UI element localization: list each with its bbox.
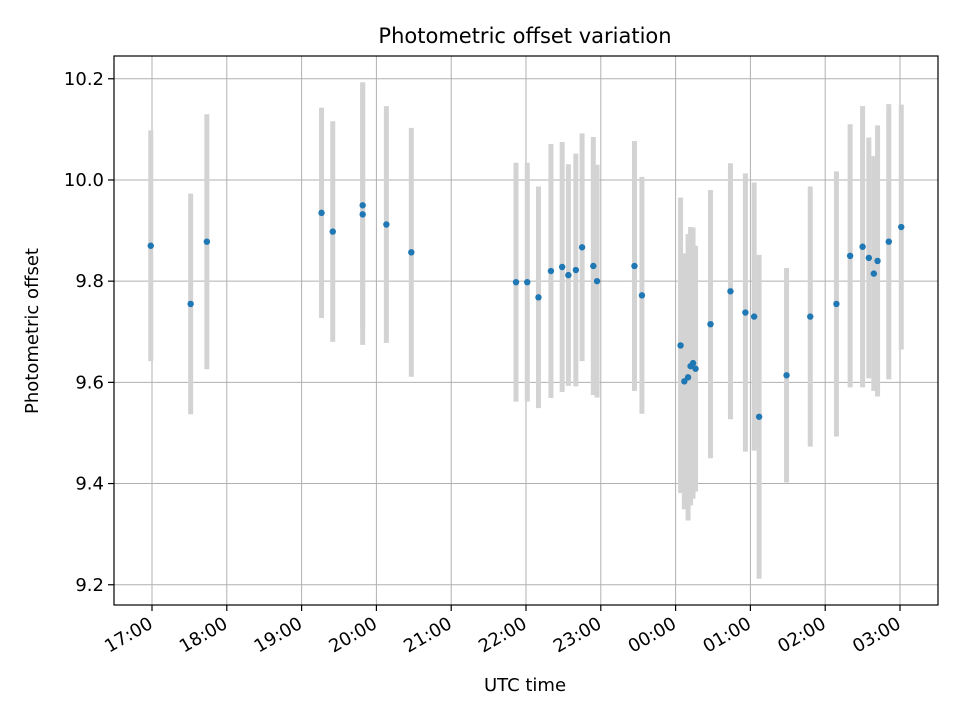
data-point <box>590 262 597 270</box>
data-point <box>859 243 866 250</box>
data-point <box>558 263 566 271</box>
data-point <box>755 413 763 420</box>
data-point <box>692 365 699 372</box>
chart-title: Photometric offset variation <box>378 24 671 48</box>
data-point <box>742 309 749 316</box>
data-point <box>885 238 892 245</box>
data-point <box>750 313 758 320</box>
data-point <box>572 266 580 274</box>
data-points <box>147 202 905 420</box>
data-point <box>383 221 390 228</box>
data-point <box>807 313 814 320</box>
data-point <box>631 262 638 270</box>
data-point <box>203 238 211 245</box>
data-point <box>578 244 586 251</box>
data-point <box>359 211 366 218</box>
x-axis-title: UTC time <box>484 675 566 696</box>
data-point <box>535 294 542 301</box>
data-point <box>727 288 734 295</box>
data-point <box>593 277 601 285</box>
data-point <box>329 228 336 235</box>
data-point <box>147 242 154 249</box>
data-point <box>846 252 854 260</box>
data-point <box>318 209 325 217</box>
data-point <box>783 372 790 379</box>
data-point <box>870 270 878 277</box>
y-tick-label: 9.8 <box>75 271 104 292</box>
y-tick-label: 10.0 <box>64 170 104 191</box>
data-point <box>898 223 905 231</box>
y-tick-label: 10.2 <box>64 69 104 90</box>
data-point <box>187 300 194 308</box>
data-point <box>512 278 520 286</box>
y-axis: 9.2 9.4 9.6 9.8 10.0 10.2 <box>64 69 114 596</box>
data-point <box>638 292 646 299</box>
data-point <box>684 374 692 381</box>
data-point <box>359 202 366 209</box>
data-point <box>681 378 688 385</box>
data-point <box>833 300 840 308</box>
data-point <box>874 257 881 265</box>
y-axis-title: Photometric offset <box>22 248 43 414</box>
data-point <box>689 359 697 367</box>
data-point <box>408 249 415 256</box>
data-point <box>547 267 555 275</box>
y-tick-label: 9.4 <box>75 474 104 495</box>
data-point <box>565 271 572 279</box>
data-point <box>524 278 531 286</box>
y-tick-label: 9.6 <box>75 372 104 393</box>
y-tick-label: 9.2 <box>75 575 104 596</box>
data-point <box>707 320 714 328</box>
data-point <box>677 342 684 349</box>
data-point <box>865 254 873 262</box>
